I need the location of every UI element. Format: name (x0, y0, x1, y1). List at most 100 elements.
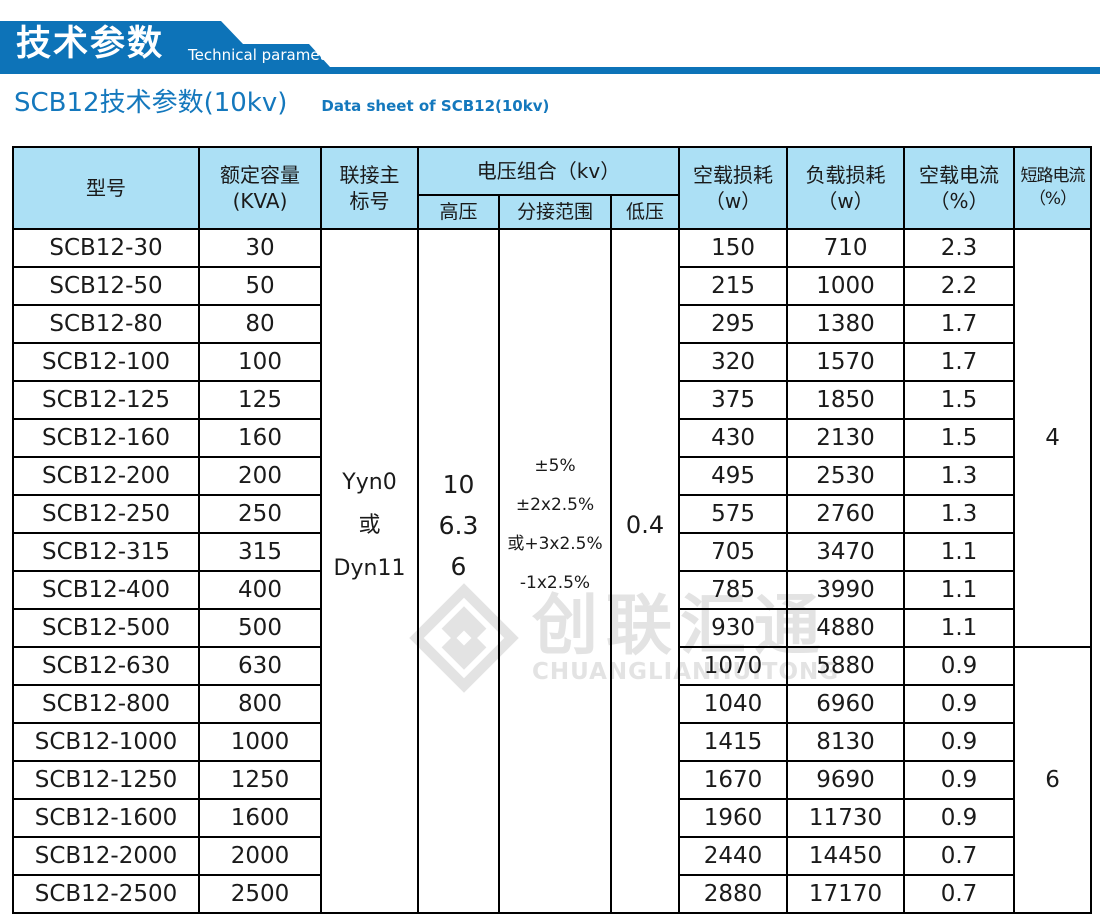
table-row: SCB12-630 630 1070 5880 0.9 6 (12, 646, 1093, 914)
model-cell: SCB12-400 (12, 570, 200, 610)
spec-table: 型号 额定容量 (KVA) 联接主 标号 电压组合（kv） 空载损耗 （w） 负载损耗… (12, 146, 1093, 914)
no-load-current-cell: 1.7 (903, 304, 1016, 344)
no-load-loss-cell: 320 (678, 342, 789, 382)
header-row-1: 型号 额定容量 (KVA) 联接主 标号 电压组合（kv） 空载损耗 （w） 负载损耗… (12, 146, 1093, 230)
table-row: SCB12-50 50 215 1000 2.2 (12, 266, 1091, 306)
short-circuit-current-cell: 6 (1013, 646, 1093, 914)
spec-table-body: SCB12-30 30 Yyn0 或 Dyn11 10 6.3 6 ±5% ±2x2.5% 或+3x… (12, 228, 1093, 914)
lv-cell-text: 0.4 (625, 511, 665, 539)
banner-ribbon-shape (0, 21, 1100, 74)
banner-shape (0, 21, 1100, 74)
load-loss-cell: 2760 (786, 494, 906, 534)
load-loss-cell: 4880 (786, 608, 906, 648)
short-circuit-current-cell: 4 (1013, 228, 1093, 648)
no-load-current-cell: 1.3 (903, 456, 1016, 496)
no-load-loss-cell: 1670 (678, 760, 789, 800)
model-cell: SCB12-2500 (12, 874, 200, 914)
table-row: SCB12-1000 1000 1415 8130 0.9 (12, 722, 1091, 762)
load-loss-cell: 1570 (786, 342, 906, 382)
tap-range-cell: ±5% ±2x2.5% 或+3x2.5% -1x2.5% (498, 228, 612, 914)
no-load-current-cell: 2.3 (903, 228, 1016, 268)
table-row: SCB12-500 500 930 4880 1.1 (12, 608, 1091, 648)
capacity-cell: 400 (198, 570, 322, 610)
col-header-short-circuit-current: 短路电流 （%） (1013, 146, 1093, 230)
model-cell: SCB12-160 (12, 418, 200, 458)
model-cell: SCB12-30 (12, 228, 200, 268)
model-cell: SCB12-630 (12, 646, 200, 686)
load-loss-cell: 9690 (786, 760, 906, 800)
table-row: SCB12-2000 2000 2440 14450 0.7 (12, 836, 1091, 876)
col-header-connection: 联接主 标号 (320, 146, 419, 230)
load-loss-cell: 3990 (786, 570, 906, 610)
col-header-no-load-loss: 空载损耗 （w） (678, 146, 789, 230)
model-cell: SCB12-1250 (12, 760, 200, 800)
model-cell: SCB12-125 (12, 380, 200, 420)
model-cell: SCB12-1600 (12, 798, 200, 838)
table-row: SCB12-80 80 295 1380 1.7 (12, 304, 1091, 344)
no-load-loss-cell: 430 (678, 418, 789, 458)
no-load-current-cell: 0.7 (903, 836, 1016, 876)
model-cell: SCB12-200 (12, 456, 200, 496)
col-header-voltage-group: 电压组合（kv） (416, 146, 681, 196)
lv-cell: 0.4 (609, 228, 681, 914)
load-loss-cell: 1850 (786, 380, 906, 420)
col-header-hv: 高压 (417, 194, 500, 230)
model-cell: SCB12-250 (12, 494, 200, 534)
no-load-current-cell: 1.1 (903, 608, 1016, 648)
no-load-current-cell: 1.5 (903, 418, 1016, 458)
load-loss-cell: 11730 (786, 798, 906, 838)
table-row: SCB12-160 160 430 2130 1.5 (12, 418, 1091, 458)
table-row: SCB12-125 125 375 1850 1.5 (12, 380, 1091, 420)
table-row: SCB12-1600 1600 1960 11730 0.9 (12, 798, 1091, 838)
no-load-loss-cell: 1960 (678, 798, 789, 838)
col-header-model: 型号 (12, 146, 200, 230)
load-loss-cell: 1000 (786, 266, 906, 306)
section-title-cn: SCB12技术参数(10kv) (14, 88, 288, 118)
table-row: SCB12-30 30 Yyn0 或 Dyn11 10 6.3 6 ±5% ±2x2.5% 或+3x… (12, 228, 1093, 914)
capacity-cell: 250 (198, 494, 322, 534)
hv-cell: 10 6.3 6 (417, 228, 500, 914)
col-header-lv: 低压 (609, 194, 681, 230)
connection-symbol-cell: Yyn0 或 Dyn11 (320, 228, 419, 914)
no-load-loss-cell: 2880 (678, 874, 789, 914)
model-cell: SCB12-80 (12, 304, 200, 344)
no-load-current-cell: 0.9 (903, 646, 1016, 686)
no-load-loss-cell: 1070 (678, 646, 789, 686)
no-load-current-cell: 1.1 (903, 570, 1016, 610)
no-load-loss-cell: 575 (678, 494, 789, 534)
table-row: SCB12-400 400 785 3990 1.1 (12, 570, 1091, 610)
header-row-2: 高压 分接范围 低压 (13, 194, 1091, 230)
no-load-current-cell: 1.7 (903, 342, 1016, 382)
section-title: SCB12技术参数(10kv) Data sheet of SCB12(10kv… (14, 87, 549, 119)
capacity-cell: 800 (198, 684, 322, 724)
capacity-cell: 125 (198, 380, 322, 420)
capacity-cell: 315 (198, 532, 322, 572)
no-load-loss-cell: 785 (678, 570, 789, 610)
capacity-cell: 1000 (198, 722, 322, 762)
banner-title-cn: 技术参数 (16, 24, 165, 64)
model-cell: SCB12-100 (12, 342, 200, 382)
model-cell: SCB12-2000 (12, 836, 200, 876)
capacity-cell: 30 (198, 228, 322, 268)
load-loss-cell: 2130 (786, 418, 906, 458)
table-row: SCB12-250 250 575 2760 1.3 (12, 494, 1091, 534)
capacity-cell: 200 (198, 456, 322, 496)
no-load-loss-cell: 295 (678, 304, 789, 344)
no-load-current-cell: 0.9 (903, 684, 1016, 724)
model-cell: SCB12-1000 (12, 722, 200, 762)
capacity-cell: 2500 (198, 874, 322, 914)
no-load-current-cell: 0.9 (903, 798, 1016, 838)
load-loss-cell: 710 (786, 228, 906, 268)
capacity-cell: 160 (198, 418, 322, 458)
col-header-no-load-current: 空载电流 （%） (903, 146, 1016, 230)
no-load-loss-cell: 150 (678, 228, 789, 268)
table-row: SCB12-800 800 1040 6960 0.9 (12, 684, 1091, 724)
no-load-loss-cell: 1415 (678, 722, 789, 762)
no-load-loss-cell: 705 (678, 532, 789, 572)
capacity-cell: 100 (198, 342, 322, 382)
table-row: SCB12-2500 2500 2880 17170 0.7 (12, 874, 1091, 914)
connection-symbol-cell-text: Yyn0 或 Dyn11 (333, 469, 406, 581)
capacity-cell: 1600 (198, 798, 322, 838)
no-load-loss-cell: 1040 (678, 684, 789, 724)
no-load-current-cell: 0.9 (903, 760, 1016, 800)
